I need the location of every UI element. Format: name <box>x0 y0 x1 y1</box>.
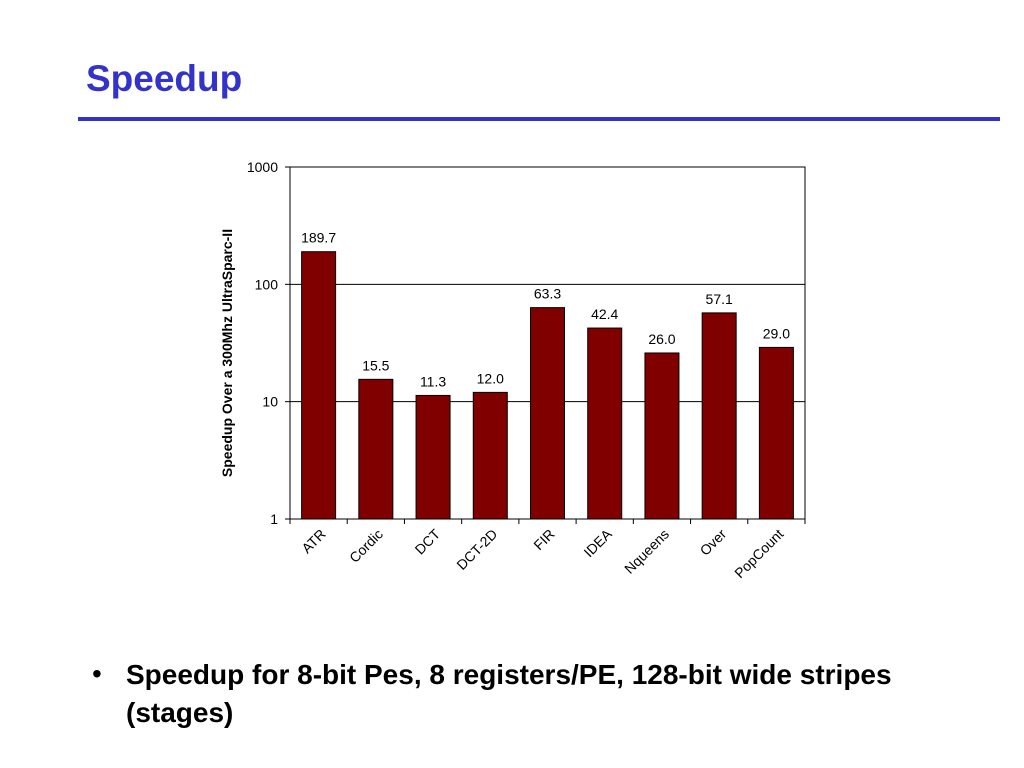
x-tick-label: Cordic <box>346 526 386 566</box>
bar <box>644 352 680 520</box>
y-tick-label: 1 <box>270 511 278 527</box>
data-label: 29.0 <box>763 325 790 341</box>
data-label: 15.5 <box>362 357 389 373</box>
data-label: 26.0 <box>648 331 675 347</box>
bar <box>358 378 394 520</box>
slide-title: Speedup <box>86 58 243 99</box>
data-label: 12.0 <box>477 370 504 386</box>
y-tick-label: 1000 <box>247 159 278 175</box>
bar <box>758 346 794 520</box>
bar <box>301 251 337 520</box>
data-label: 57.1 <box>706 291 733 307</box>
bar <box>415 394 451 520</box>
x-tick-label: DCT-2D <box>453 526 500 573</box>
data-label: 63.3 <box>534 286 561 302</box>
x-tick-label: FIR <box>530 526 557 553</box>
x-tick-label: PopCount <box>731 526 786 581</box>
bar <box>530 307 565 520</box>
x-tick-label: DCT <box>412 525 444 557</box>
data-label: 11.3 <box>420 373 446 389</box>
x-tick-label: Nqueens <box>621 526 672 577</box>
y-axis-label: Speedup Over a 300Mhz UltraSparc-II <box>219 229 235 477</box>
title-underline <box>78 117 1000 121</box>
x-tick-label: ATR <box>298 526 328 556</box>
x-tick-label: Over <box>697 526 730 559</box>
x-tick-label: IDEA <box>580 525 615 560</box>
y-tick-label: 10 <box>262 394 278 410</box>
bar <box>701 312 737 520</box>
bar <box>587 327 623 520</box>
data-label: 189.7 <box>301 230 336 246</box>
bullet-icon: • <box>92 658 102 689</box>
bar <box>472 391 508 520</box>
y-tick-label: 100 <box>255 276 279 292</box>
data-label: 42.4 <box>591 306 618 322</box>
bullet-text: Speedup for 8-bit Pes, 8 registers/PE, 1… <box>126 659 892 728</box>
speedup-bar-chart: 1 10 100 1000 Speedup Over a 300Mhz UltraSpa… <box>219 159 806 581</box>
